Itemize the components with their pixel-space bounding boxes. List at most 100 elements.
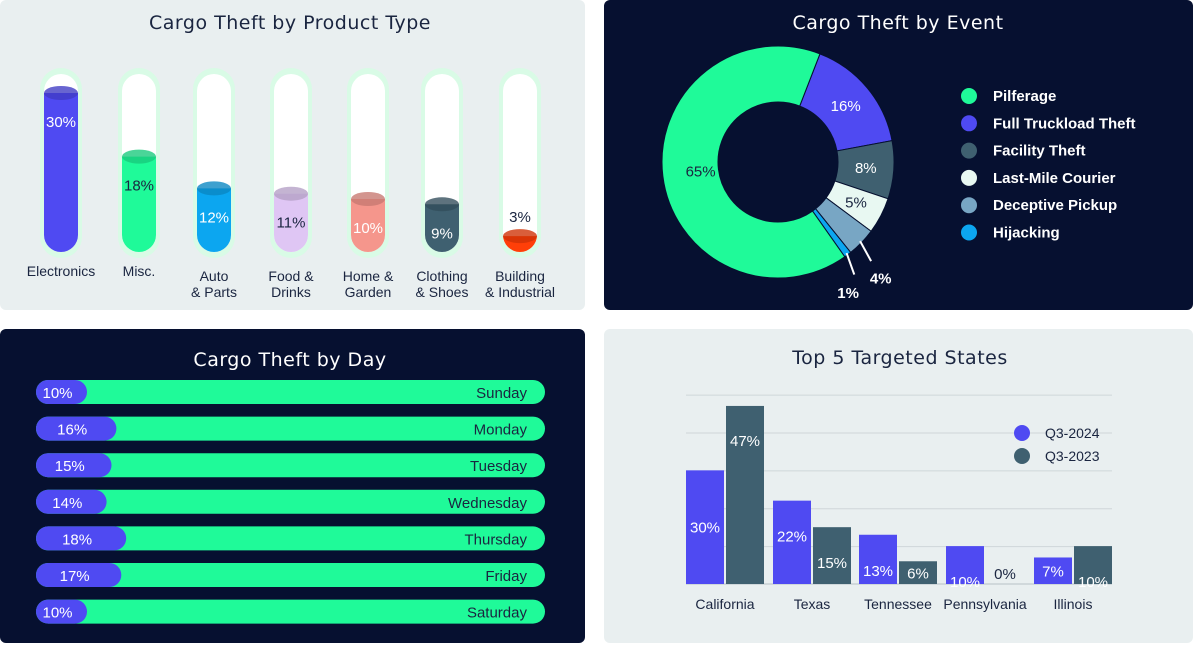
category-label: Sunday [476,385,527,402]
data-label: 10% [42,385,72,402]
value-bar [36,416,117,441]
chart-title: Top 5 Targeted States [791,347,1008,369]
data-label: 10% [1078,574,1108,591]
value-bar [36,453,112,478]
data-label: 8% [855,160,877,177]
category-label: Tuesday [470,458,527,475]
category-label: Illinois [1054,596,1093,612]
track-bar [36,489,545,514]
data-label: 15% [817,555,847,572]
category-label: Drinks [271,284,311,300]
data-label: 18% [62,531,92,548]
bar-cap [503,229,537,244]
bar [946,546,984,584]
legend-label: Hijacking [993,225,1060,242]
event-panel: Cargo Theft by Event 16% 8% 5% 4% 1% 65% Pilfe… [604,0,1193,310]
bar [1074,546,1112,584]
chart-title: Cargo Theft by Event [792,12,1003,34]
bar [813,527,851,584]
bar [274,193,308,252]
bar-cap-shade [122,149,156,164]
track-bar [36,453,545,478]
leader-line [845,252,856,275]
day-panel: Cargo Theft by Day 10% Sunday 16% Monday 15%… [0,329,585,643]
bar [122,156,156,252]
data-label: 7% [1042,564,1064,581]
data-label: 0% [994,566,1016,583]
category-label: California [695,596,754,612]
bar [899,561,937,584]
data-label: 6% [907,566,929,583]
bar [726,405,764,584]
legend-swatch [961,197,977,214]
category-label: Home & [343,268,394,284]
data-label: 17% [60,568,90,585]
data-label: 3% [509,209,531,226]
data-label: 4% [870,270,892,287]
chart-title: Cargo Theft by Day [193,349,386,371]
event-chart: Cargo Theft by Event 16% 8% 5% 4% 1% 65% Pilfe… [661,12,1136,302]
category-label: & Parts [191,284,237,300]
data-label: 15% [55,458,85,475]
bar [773,500,811,584]
bar-cap-shade [274,186,308,201]
data-label: 22% [777,529,807,546]
bar [859,534,897,584]
category-label: Clothing [416,268,467,284]
data-label: 10% [42,605,72,622]
bar [351,199,385,252]
data-label: 16% [831,98,861,115]
bar-cap-shade [351,192,385,206]
category-label: Misc. [123,263,156,279]
data-label: 13% [863,563,893,580]
data-label: 16% [57,422,87,439]
category-label: Electronics [27,263,95,279]
category-label: Tennessee [864,596,932,612]
data-label: 65% [686,163,716,180]
data-label: 10% [950,574,980,591]
category-label: Friday [485,568,527,585]
data-label: 30% [46,114,76,131]
legend-swatch [961,88,977,104]
data-label: 11% [277,215,306,232]
category-label: & Industrial [485,284,555,300]
data-label: 18% [124,178,154,195]
day-chart: Cargo Theft by Day 10% Sunday 16% Monday 15%… [36,349,545,624]
chart-title: Cargo Theft by Product Type [149,12,431,34]
category-label: Auto [200,268,229,284]
legend-swatch [961,224,977,241]
legend-label: Deceptive Pickup [993,197,1117,214]
donut-slice [661,45,846,279]
category-label: Saturday [467,605,528,622]
bar [686,470,724,584]
bar-cap [44,86,78,100]
bar-cap [122,149,156,164]
product-type-panel: Cargo Theft by Product Type 30% Electroni… [0,0,585,310]
data-label: 47% [730,433,760,450]
bar-cap [274,186,308,201]
category-label: & Shoes [416,284,469,300]
value-bar [36,526,127,551]
data-label: 1% [837,285,859,302]
category-label: Pennsylvania [943,596,1026,612]
category-label: Thursday [464,531,527,548]
legend-swatch [1014,448,1030,464]
bar-cap-shade [425,197,459,212]
category-label: Building [495,268,545,284]
data-label: 12% [199,209,229,226]
track-bar [36,416,545,441]
bar [425,204,459,252]
states-panel: Top 5 Targeted States 30% 47% California 22… [604,329,1193,643]
bar-cap-shade [44,86,78,100]
value-bar [36,380,87,404]
legend-swatch [1014,425,1030,441]
data-label: 9% [431,225,453,242]
legend-swatch [961,169,977,186]
tube-track [503,74,537,252]
leader-line [859,240,872,262]
data-label: 14% [52,495,82,512]
category-label: Wednesday [448,495,527,512]
legend-label: Last-Mile Courier [993,170,1116,187]
states-chart: Top 5 Targeted States 30% 47% California 22… [686,347,1112,612]
category-label: Texas [794,596,831,612]
